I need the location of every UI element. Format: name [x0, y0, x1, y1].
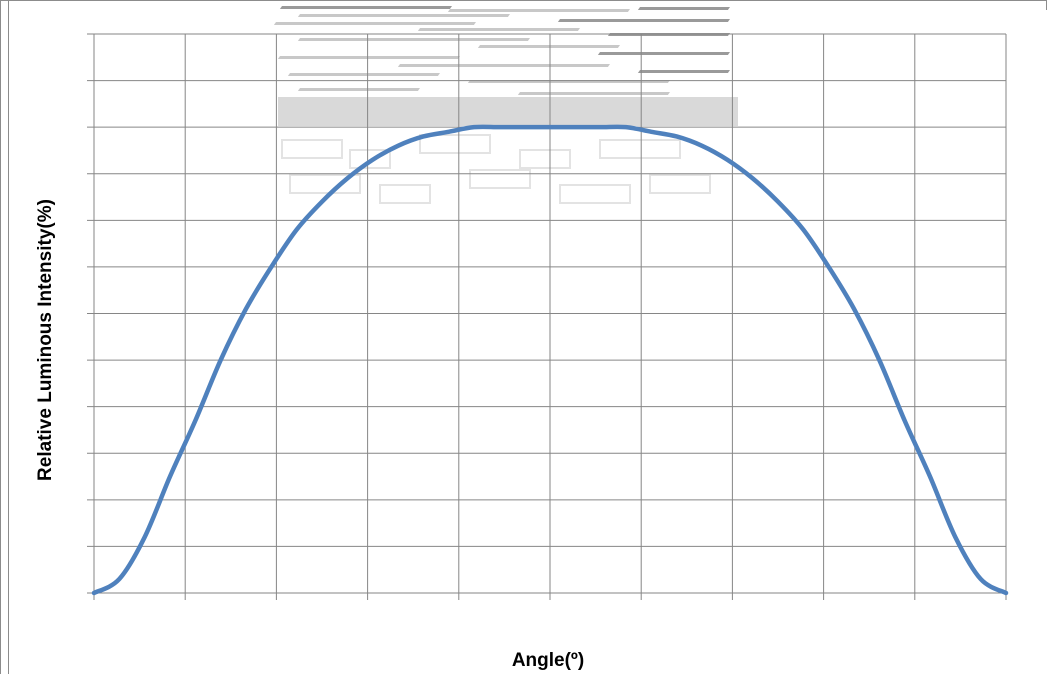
- plot-grid: [87, 33, 1007, 600]
- watermark-band: [278, 97, 738, 126]
- watermark-streak: [597, 52, 730, 55]
- watermark-glyph: [599, 139, 681, 159]
- y-axis-title: Relative Luminous Intensity(%): [35, 199, 56, 481]
- watermark-streak: [297, 14, 510, 17]
- watermark-streak: [557, 19, 731, 22]
- watermark-glyph: [519, 149, 571, 169]
- watermark-streak: [517, 92, 670, 95]
- watermark-logo: [273, 6, 738, 204]
- series-layer: [91, 124, 1009, 596]
- watermark-streak: [397, 64, 610, 67]
- watermark-streak: [277, 56, 460, 59]
- watermark-glyph: [289, 174, 361, 194]
- watermark-glyph: [379, 184, 431, 204]
- frame-left-rule: [8, 0, 9, 674]
- watermark-streak: [279, 6, 452, 9]
- series-line-1: [91, 124, 1009, 596]
- watermark-glyph: [419, 134, 491, 154]
- watermark-glyph: [649, 174, 711, 194]
- watermark-streak: [637, 70, 730, 73]
- watermark-streak: [637, 7, 730, 10]
- x-axis-title: Angle(º): [512, 650, 584, 671]
- watermark-streak: [447, 9, 630, 12]
- watermark-streak: [297, 88, 420, 91]
- watermark-streak: [287, 73, 440, 76]
- watermark-streak: [417, 28, 580, 31]
- watermark-glyph: [349, 149, 391, 169]
- watermark-glyph: [559, 184, 631, 204]
- watermark-streak: [297, 38, 530, 41]
- watermark-glyph: [281, 139, 343, 159]
- watermark-streak: [477, 45, 620, 48]
- watermark-streak: [273, 22, 476, 25]
- watermark-glyph: [469, 169, 531, 189]
